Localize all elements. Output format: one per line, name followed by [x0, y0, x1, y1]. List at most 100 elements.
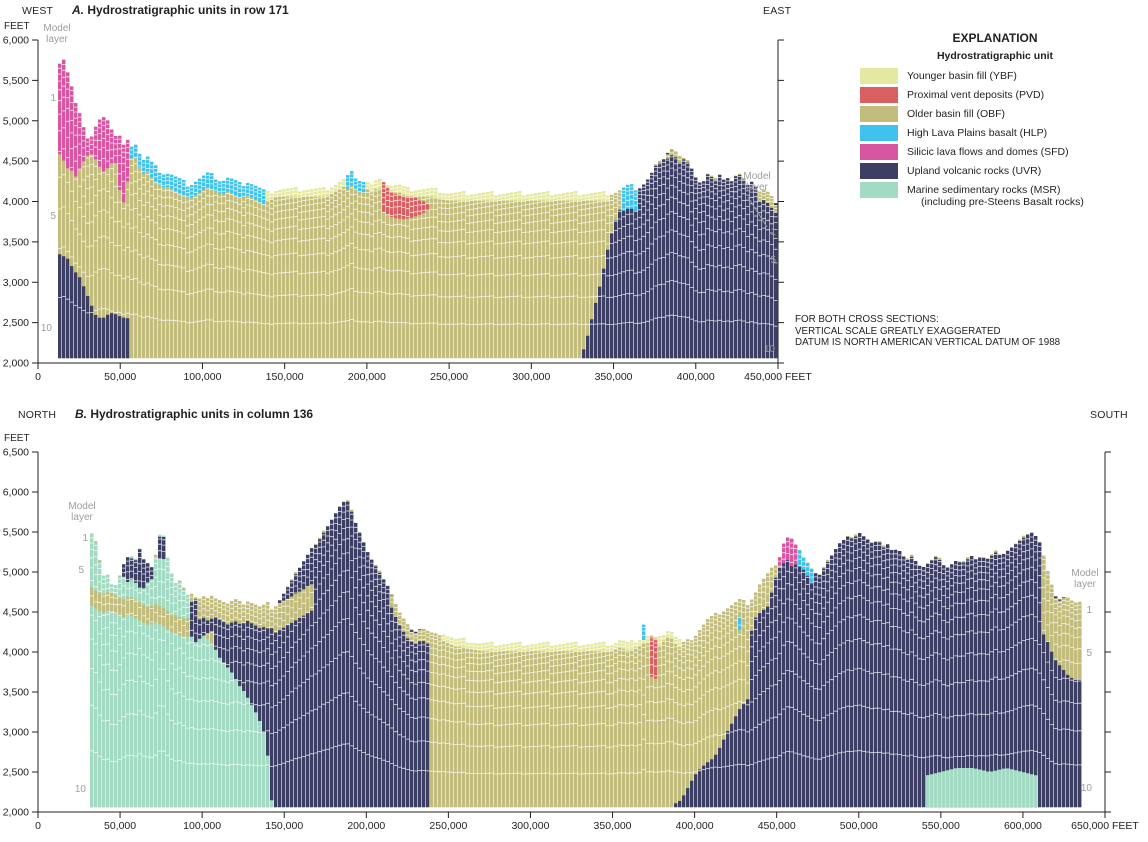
- y-tick-label: 4,500: [3, 156, 29, 168]
- panel-b-axes: [32, 451, 1111, 818]
- panel-b-title: B. Hydrostratigraphic units in column 13…: [75, 407, 313, 421]
- panel-a-y-axis-unit: FEET: [4, 21, 30, 32]
- model-layer-number-1: 1: [82, 533, 88, 544]
- unit-uvr-region: [674, 532, 1082, 808]
- legend: EXPLANATION Hydrostratigraphic unit Youn…: [845, 31, 1145, 211]
- panel-b-title-prefix: B.: [75, 407, 87, 421]
- panel-b-left-direction: NORTH: [18, 409, 57, 421]
- x-tick-label: 400,000: [677, 371, 715, 383]
- x-tick-label: 400,000: [676, 820, 714, 832]
- panel-a-right-direction: EAST: [763, 5, 792, 17]
- model-layer-number-10: 10: [764, 344, 776, 355]
- legend-swatch-obf: [860, 106, 898, 122]
- y-tick-label: 5,000: [3, 115, 29, 127]
- model-layer-number-1: 1: [50, 93, 56, 104]
- y-tick-label: 4,000: [3, 196, 29, 208]
- unit-obf-region: [1042, 555, 1082, 680]
- legend-label: Marine sedimentary rocks (MSR) (including…: [907, 184, 1084, 208]
- panel-b-right-direction: SOUTH: [1090, 409, 1128, 421]
- unit-hlp-region: [642, 624, 646, 640]
- legend-item-pvd: Proximal vent deposits (PVD): [845, 87, 1145, 103]
- model-layer-number-1: 1: [770, 227, 776, 238]
- unit-uvr-region: [158, 536, 166, 560]
- model-layer-label: layer: [1074, 579, 1096, 590]
- legend-swatch-pvd: [860, 87, 898, 103]
- model-layer-number-10: 10: [75, 784, 87, 795]
- model-cell-gridlines: [58, 64, 778, 327]
- model-layer-number-10: 10: [1081, 783, 1093, 794]
- unit-ybf-region: [442, 631, 682, 652]
- unit-uvr-region: [190, 599, 214, 643]
- model-layer-label: Model: [743, 171, 770, 182]
- panel-a-left-direction: WEST: [22, 5, 54, 17]
- unit-msr-region: [90, 534, 274, 808]
- y-tick-label: 6,000: [3, 35, 29, 47]
- x-tick-label: 100,000: [183, 371, 221, 383]
- unit-obf-region: [198, 595, 278, 629]
- x-tick-label: 0: [35, 371, 41, 383]
- panel-a-tick-labels: 6,000 5,500 5,000 4,500 4,000 3,500 3,000 2,500…: [3, 35, 813, 384]
- unit-msr-region: [926, 768, 1038, 808]
- x-tick-label: 250,000: [429, 820, 467, 832]
- x-tick-label: 200,000: [347, 820, 385, 832]
- model-layer-leader-line: [747, 196, 768, 228]
- model-layer-label: layer: [46, 34, 68, 45]
- unit-ybf-region: [266, 171, 610, 201]
- x-tick-label: 300,000: [512, 371, 550, 383]
- unit-hlp-region: [130, 144, 266, 205]
- x-tick-label: 200,000: [348, 371, 386, 383]
- y-tick-label: 3,500: [3, 687, 29, 699]
- y-tick-label: 2,000: [3, 358, 29, 370]
- x-tick-label: 550,000: [922, 820, 960, 832]
- x-tick-label: 100,000: [183, 820, 221, 832]
- x-tick-label: 250,000: [430, 371, 468, 383]
- legend-swatch-uvr: [860, 163, 898, 179]
- y-tick-label: 6,500: [3, 447, 29, 459]
- panel-a-axes: [32, 39, 784, 369]
- legend-label: Older basin fill (OBF): [907, 108, 1006, 120]
- legend-swatch-msr: [860, 182, 898, 198]
- y-tick-label: 2,500: [3, 767, 29, 779]
- model-layer-number-5: 5: [50, 211, 56, 222]
- model-layer-number-5: 5: [770, 255, 776, 266]
- legend-item-sfd: Silicic lava flows and domes (SFD): [845, 144, 1145, 160]
- unit-obf-region: [58, 59, 778, 359]
- model-cell-gridlines: [90, 504, 1082, 775]
- y-tick-label: 2,500: [3, 317, 29, 329]
- x-tick-label: 350,000: [594, 820, 632, 832]
- y-tick-label: 4,000: [3, 647, 29, 659]
- y-tick-label: 5,500: [3, 527, 29, 539]
- panel-b-y-axis-unit: FEET: [4, 433, 30, 444]
- x-tick-label: 0: [35, 820, 41, 832]
- y-tick-label: 6,000: [3, 487, 29, 499]
- panel-a-plot: 6,000 5,500 5,000 4,500 4,000 3,500 3,000 2,500…: [3, 23, 813, 383]
- unit-hlp-region: [346, 171, 366, 194]
- model-layer-number-5: 5: [78, 565, 84, 576]
- unit-hlp-region: [738, 616, 742, 630]
- legend-subtitle: Hydrostratigraphic unit: [936, 50, 1054, 62]
- x-tick-label: 50,000: [104, 371, 136, 383]
- legend-item-uvr: Upland volcanic rocks (UVR): [845, 163, 1145, 179]
- legend-swatch-hlp: [860, 125, 898, 141]
- y-tick-label: 3,500: [3, 236, 29, 248]
- x-tick-label: 150,000: [265, 820, 303, 832]
- y-tick-label: 5,500: [3, 75, 29, 87]
- model-layer-label: layer: [746, 182, 768, 193]
- y-tick-label: 3,000: [3, 277, 29, 289]
- legend-title: EXPLANATION: [952, 31, 1038, 45]
- panel-b-plot: 6,500 6,000 5,500 5,000 4,500 4,000 3,500 3,000…: [3, 447, 1140, 833]
- x-tick-label: 350,000: [595, 371, 633, 383]
- model-layer-number-5: 5: [1086, 648, 1092, 659]
- panel-b-tick-labels: 6,500 6,000 5,500 5,000 4,500 4,000 3,500 3,000…: [3, 447, 1140, 833]
- note-line-2: VERTICAL SCALE GREATLY EXAGGERATED: [795, 325, 1001, 337]
- x-tick-label: 650,000 FEET: [1071, 820, 1139, 832]
- legend-rows: Younger basin fill (YBF) Proximal vent de…: [845, 68, 1145, 208]
- panel-b-title-text: Hydrostratigraphic units in column 136: [87, 407, 314, 421]
- legend-swatch-ybf: [860, 68, 898, 84]
- x-tick-label: 450,000: [758, 820, 796, 832]
- unit-obf-region: [90, 587, 198, 637]
